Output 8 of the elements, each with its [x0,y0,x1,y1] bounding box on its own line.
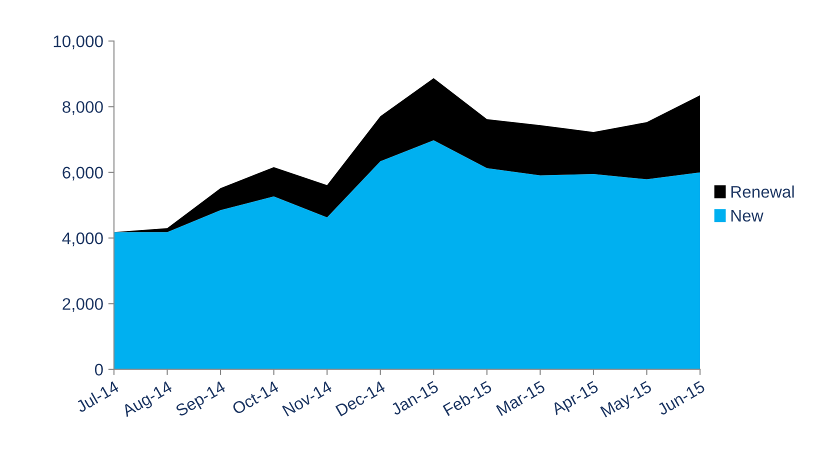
y-tick-label: 4,000 [62,232,103,246]
legend-label: Renewal [731,185,794,198]
legend-label: New [731,210,764,222]
y-tick-label: 2,000 [62,298,103,312]
y-tick-label: 10,000 [54,35,103,50]
y-tick-label: 0 [94,364,103,376]
y-tick-label: 8,000 [62,101,103,115]
y-tick-label: 6,000 [62,166,103,181]
